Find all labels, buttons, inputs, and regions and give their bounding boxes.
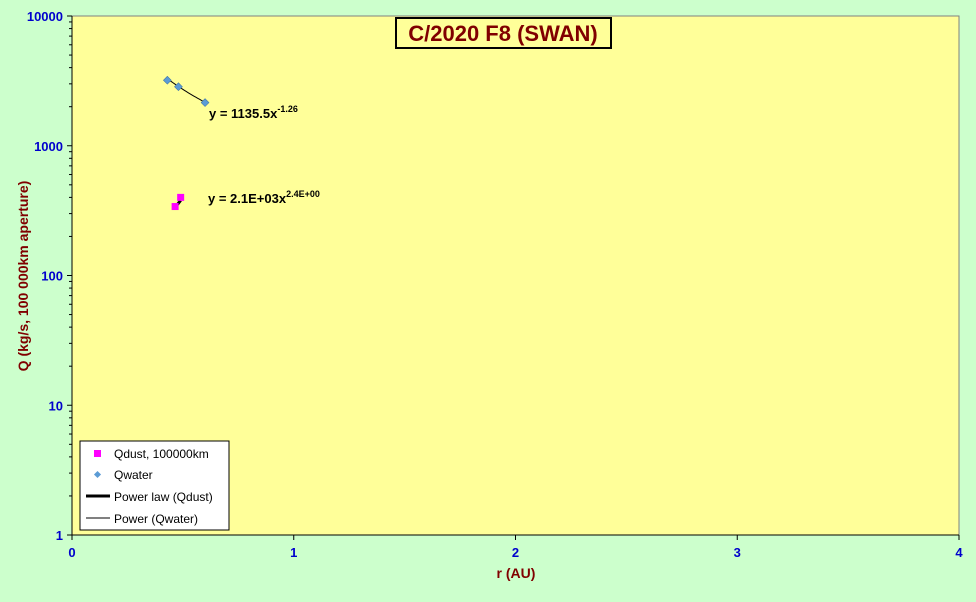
y-axis-title: Q (kg/s, 100 000km aperture) (15, 181, 31, 372)
trendline-1 (167, 78, 206, 103)
y-tick-label-2: 100 (41, 269, 63, 284)
x-tick-label-1: 1 (290, 545, 297, 560)
equation-qdust: y = 2.1E+03x2.4E+00 (208, 189, 320, 206)
x-tick-label-4: 4 (955, 545, 963, 560)
legend-marker-qdust (94, 450, 101, 457)
y-tick-label-3: 1000 (34, 139, 63, 154)
point-series0-0 (171, 203, 179, 211)
legend: Qdust, 100000km Qwater Power law (Qdust)… (79, 440, 230, 531)
y-tick-label-0: 1 (56, 528, 63, 543)
point-series1-0 (163, 75, 172, 85)
point-series1-1 (174, 82, 183, 92)
legend-marker-qwater (93, 470, 102, 479)
equation-qwater: y = 1135.5x-1.26 (209, 104, 298, 121)
point-series0-1 (177, 193, 185, 201)
x-tick-label-0: 0 (68, 545, 75, 560)
legend-label-qdust: Qdust, 100000km (114, 447, 209, 461)
point-series1-2 (200, 98, 210, 107)
title-box (395, 17, 612, 49)
data-points-group (163, 75, 210, 211)
x-tick-label-3: 3 (734, 545, 741, 560)
chart-title: C/2020 F8 (SWAN) (408, 21, 598, 46)
y-tick-group: 1 10 100 1000 10000 (27, 9, 72, 543)
legend-label-qwater: Qwater (114, 468, 153, 482)
legend-box (79, 440, 230, 531)
x-tick-label-2: 2 (512, 545, 519, 560)
legend-label-power-qwater: Power (Qwater) (114, 512, 198, 526)
legend-label-powerlaw-qdust: Power law (Qdust) (114, 490, 213, 504)
x-tick-group: 0 1 2 3 4 (68, 535, 963, 560)
y-tick-label-4: 10000 (27, 9, 63, 24)
x-axis-title: r (AU) (497, 565, 536, 581)
y-tick-label-1: 10 (49, 398, 63, 413)
